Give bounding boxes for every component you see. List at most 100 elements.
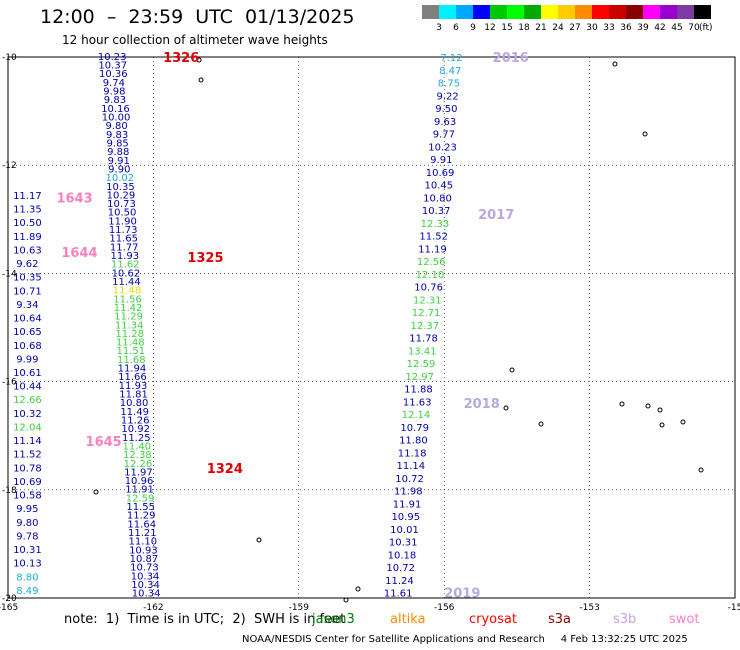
island-shape xyxy=(659,422,665,428)
wave-height-label: 12.97 xyxy=(405,372,434,383)
island-shape xyxy=(657,407,663,413)
wave-height-label: 9.78 xyxy=(16,531,38,542)
wave-height-label: 9.88 xyxy=(107,147,129,158)
legend-label: 24 xyxy=(552,23,564,33)
wave-height-label: 11.78 xyxy=(409,334,438,345)
wave-height-label: 11.52 xyxy=(13,450,42,461)
legend-swatch xyxy=(490,5,507,19)
wave-height-label: 10.29 xyxy=(107,190,136,201)
x-tick-label: -159 xyxy=(289,603,310,613)
wave-height-label: 10.76 xyxy=(414,283,443,294)
wave-height-label: 10.35 xyxy=(106,182,135,193)
y-tick-label: -18 xyxy=(2,486,17,496)
wave-height-label: 11.80 xyxy=(399,436,428,447)
wave-height-label: 11.26 xyxy=(121,415,150,426)
y-tick-label: -20 xyxy=(2,594,17,604)
wave-height-label: 10.71 xyxy=(13,286,42,297)
wave-height-label: 10.34 xyxy=(131,580,160,591)
time-label: 1644 xyxy=(61,246,97,261)
wave-height-label: 11.93 xyxy=(119,381,148,392)
wave-height-label: 12.33 xyxy=(421,219,450,230)
x-tick-label: -165 xyxy=(0,603,18,613)
wave-height-label: 10.16 xyxy=(101,104,130,115)
wave-height-label: 12.59 xyxy=(126,493,155,504)
wave-height-label: 12.59 xyxy=(407,359,436,370)
wave-height-label: 12.71 xyxy=(412,308,441,319)
time-label: 1324 xyxy=(207,462,243,477)
legend-swatch xyxy=(473,5,490,19)
wave-height-label: 12.66 xyxy=(13,395,42,406)
wave-height-label: 9.90 xyxy=(108,164,130,175)
wave-height-label: 9.80 xyxy=(105,121,127,132)
x-tick-label: -156 xyxy=(434,603,455,613)
wave-height-label: 10.78 xyxy=(13,463,42,474)
wave-height-label: 10.50 xyxy=(13,218,42,229)
wave-height-label: 12.04 xyxy=(13,422,42,433)
wave-height-label: 11.91 xyxy=(393,499,422,510)
island-shape xyxy=(642,131,648,137)
island-shape xyxy=(198,77,204,83)
wave-height-label: 11.24 xyxy=(385,576,414,587)
island-shape xyxy=(619,401,625,407)
legend-label: 18 xyxy=(518,23,530,33)
wave-height-label: 11.61 xyxy=(384,589,413,600)
wave-height-label: 9.74 xyxy=(103,78,125,89)
y-tick-label: -12 xyxy=(2,161,17,171)
y-tick-label: -16 xyxy=(2,378,17,388)
wave-height-label: 10.72 xyxy=(395,474,424,485)
wave-height-label: 10.73 xyxy=(107,199,136,210)
wave-height-label: 11.89 xyxy=(13,232,42,243)
wave-height-label: 10.36 xyxy=(99,69,128,80)
wave-height-label: 12.14 xyxy=(402,410,431,421)
wave-height-label: 10.87 xyxy=(130,554,159,565)
legend-swatch xyxy=(422,5,439,19)
wave-height-label: 11.91 xyxy=(125,485,154,496)
chart-title: 12:00 – 23:59 UTC 01/13/2025 xyxy=(40,6,355,28)
wave-height-label: 10.64 xyxy=(13,314,42,325)
wave-height-label: 13.41 xyxy=(408,346,437,357)
wave-height-label: 10.02 xyxy=(106,173,135,184)
island-shape xyxy=(355,586,361,592)
wave-height-label: 11.35 xyxy=(13,205,42,216)
wave-height-label: 11.64 xyxy=(127,519,156,530)
wave-height-label: 10.80 xyxy=(120,398,149,409)
plot-frame xyxy=(7,56,736,599)
wave-height-label: 10.69 xyxy=(426,168,455,179)
wave-height-label: 11.40 xyxy=(123,441,152,452)
wave-height-label: 11.88 xyxy=(404,385,433,396)
wave-height-label: 12.31 xyxy=(413,295,442,306)
wave-height-label: 8.49 xyxy=(16,586,38,597)
legend-swatch xyxy=(558,5,575,19)
island-shape xyxy=(196,57,202,63)
wave-height-label: 11.14 xyxy=(397,461,426,472)
time-label: 2017 xyxy=(478,208,514,223)
wave-height-label: 11.90 xyxy=(108,216,137,227)
wave-height-label: 11.98 xyxy=(394,487,423,498)
island-shape xyxy=(256,537,262,543)
time-label: 2018 xyxy=(464,397,500,412)
legend-label: 42 xyxy=(654,23,666,33)
wave-height-label: 10.32 xyxy=(13,409,42,420)
wave-height-label: 10.23 xyxy=(428,142,457,153)
legend-label: 15 xyxy=(501,23,513,33)
wave-height-label: 10.34 xyxy=(132,589,161,600)
wave-height-label: 10.34 xyxy=(131,571,160,582)
legend-label: 30 xyxy=(586,23,598,33)
wave-height-label: 11.94 xyxy=(118,364,147,375)
wave-height-label: 11.66 xyxy=(118,372,147,383)
chart-subtitle: 12 hour collection of altimeter wave hei… xyxy=(62,33,328,47)
wave-height-label: 11.55 xyxy=(126,502,155,513)
legend-unit: (ft) xyxy=(699,23,713,33)
wave-height-label: 10.61 xyxy=(13,368,42,379)
legend-swatch xyxy=(677,5,694,19)
satellite-s3b: s3b xyxy=(613,612,637,627)
legend-swatch xyxy=(575,5,592,19)
wave-height-label: 10.93 xyxy=(129,545,158,556)
wave-height-label: 9.91 xyxy=(108,156,130,167)
wave-height-label: 9.50 xyxy=(435,104,457,115)
wave-height-label: 10.00 xyxy=(102,113,131,124)
legend-label: 36 xyxy=(620,23,632,33)
wave-height-label: 10.72 xyxy=(386,563,415,574)
legend-swatch xyxy=(609,5,626,19)
wave-height-label: 11.56 xyxy=(113,294,142,305)
